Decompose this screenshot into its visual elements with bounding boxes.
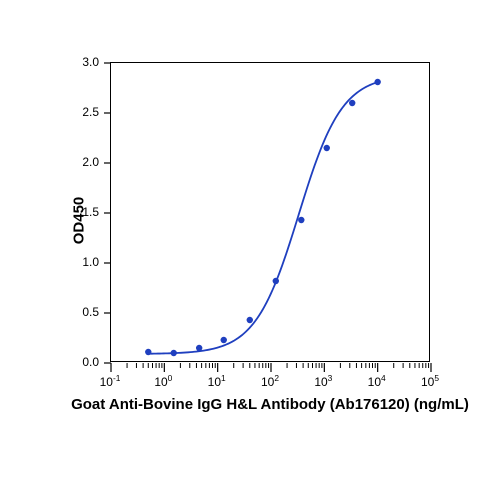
x-axis-label: Goat Anti-Bovine IgG H&L Antibody (Ab176… <box>71 396 469 413</box>
data-point-marker <box>273 278 279 284</box>
data-point-marker <box>247 317 253 323</box>
y-tick-label: 2.0 <box>71 155 99 169</box>
plot-area <box>110 62 430 362</box>
data-point-marker <box>221 337 227 343</box>
data-point-marker <box>196 345 202 351</box>
x-tick-label: 104 <box>368 373 386 389</box>
x-tick-label: 10-1 <box>100 373 121 389</box>
data-point-marker <box>349 100 355 106</box>
x-tick-label: 101 <box>208 373 226 389</box>
y-tick-label: 1.0 <box>71 255 99 269</box>
y-tick-label: 0.5 <box>71 305 99 319</box>
x-tick-label: 100 <box>154 373 172 389</box>
data-point-marker <box>298 217 304 223</box>
data-point-marker <box>171 350 177 356</box>
y-axis-label: OD450 <box>70 197 87 245</box>
chart-container: 0.00.51.01.52.02.53.0 10-110010110210310… <box>50 50 450 450</box>
data-point-marker <box>324 145 330 151</box>
y-tick-label: 3.0 <box>71 55 99 69</box>
dose-response-curve <box>148 82 377 354</box>
x-tick-label: 102 <box>261 373 279 389</box>
x-tick-label: 105 <box>421 373 439 389</box>
y-tick-label: 2.5 <box>71 105 99 119</box>
plot-svg <box>111 63 431 363</box>
y-tick-label: 0.0 <box>71 355 99 369</box>
x-tick-label: 103 <box>314 373 332 389</box>
data-point-marker <box>374 79 380 85</box>
data-point-marker <box>145 349 151 355</box>
